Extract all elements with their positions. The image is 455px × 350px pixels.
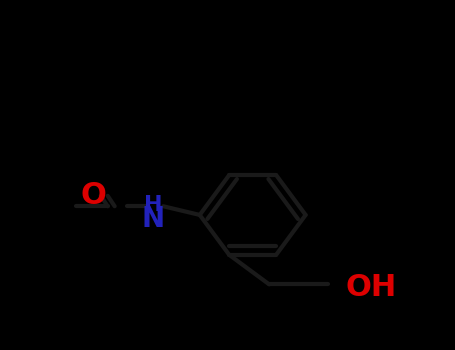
Text: O: O bbox=[81, 181, 107, 210]
Text: N: N bbox=[142, 204, 164, 232]
Text: OH: OH bbox=[345, 273, 397, 302]
Text: H: H bbox=[144, 195, 162, 215]
